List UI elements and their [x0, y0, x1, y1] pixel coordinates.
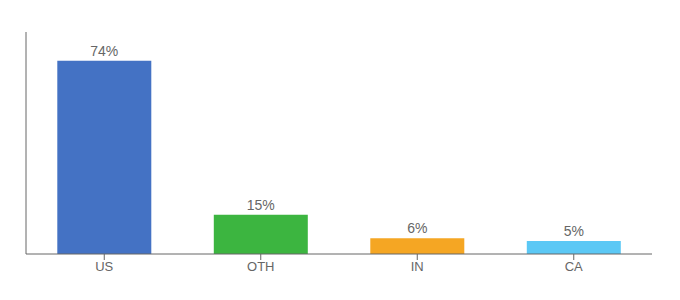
svg-text:OTH: OTH: [247, 259, 274, 274]
svg-text:5%: 5%: [564, 223, 584, 239]
svg-text:74%: 74%: [90, 43, 118, 59]
svg-text:US: US: [95, 259, 113, 274]
svg-text:CA: CA: [565, 259, 583, 274]
svg-text:6%: 6%: [407, 220, 427, 236]
svg-text:15%: 15%: [247, 197, 275, 213]
svg-text:IN: IN: [411, 259, 424, 274]
